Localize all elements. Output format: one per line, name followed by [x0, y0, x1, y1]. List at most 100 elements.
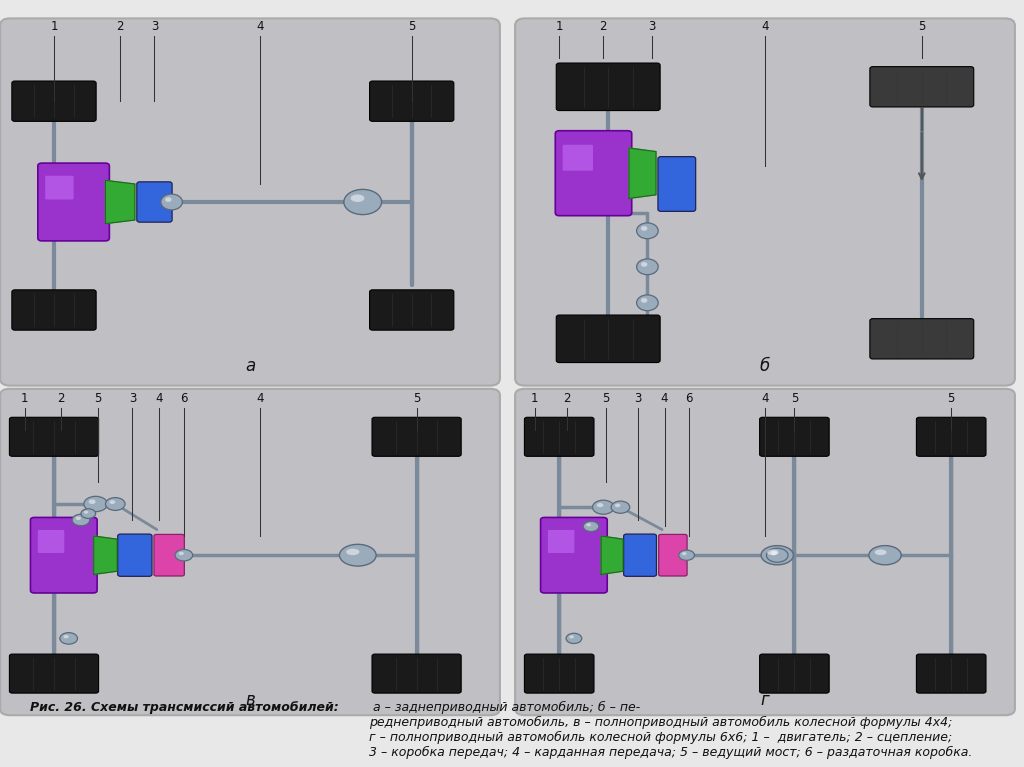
FancyBboxPatch shape [548, 530, 574, 553]
FancyBboxPatch shape [760, 417, 829, 456]
FancyBboxPatch shape [524, 654, 594, 693]
Text: 4: 4 [156, 392, 163, 405]
FancyBboxPatch shape [154, 535, 184, 576]
Text: 2: 2 [563, 392, 570, 405]
Circle shape [569, 635, 573, 638]
Circle shape [771, 551, 777, 555]
Circle shape [63, 635, 69, 638]
Text: 5: 5 [947, 392, 955, 405]
FancyBboxPatch shape [118, 534, 152, 576]
Ellipse shape [346, 548, 359, 555]
Text: 4: 4 [660, 392, 669, 405]
FancyBboxPatch shape [556, 63, 660, 110]
FancyBboxPatch shape [372, 654, 461, 693]
Text: г: г [761, 691, 769, 709]
Ellipse shape [344, 189, 382, 215]
Text: 4: 4 [761, 20, 769, 33]
Circle shape [566, 634, 582, 644]
Text: 5: 5 [413, 392, 420, 405]
FancyBboxPatch shape [0, 389, 500, 715]
FancyBboxPatch shape [38, 163, 110, 241]
Circle shape [637, 295, 658, 311]
Circle shape [89, 499, 95, 504]
Circle shape [110, 500, 116, 504]
Circle shape [641, 298, 647, 303]
Text: 5: 5 [919, 20, 926, 33]
Polygon shape [601, 536, 624, 574]
Text: в: в [245, 691, 255, 709]
FancyBboxPatch shape [515, 389, 1015, 715]
Polygon shape [105, 180, 135, 224]
Text: 4: 4 [256, 392, 263, 405]
Circle shape [637, 259, 658, 275]
FancyBboxPatch shape [0, 18, 500, 386]
Text: 4: 4 [761, 392, 769, 405]
Text: 3: 3 [129, 392, 136, 405]
Text: 5: 5 [791, 392, 798, 405]
Text: 1: 1 [531, 392, 539, 405]
Text: 1: 1 [50, 20, 57, 33]
Text: 3: 3 [634, 392, 641, 405]
Polygon shape [629, 148, 656, 199]
Circle shape [641, 262, 647, 267]
FancyBboxPatch shape [524, 417, 594, 456]
Ellipse shape [874, 549, 887, 555]
FancyBboxPatch shape [370, 81, 454, 121]
Circle shape [679, 550, 694, 561]
FancyBboxPatch shape [12, 290, 96, 330]
FancyBboxPatch shape [555, 130, 632, 216]
Circle shape [105, 498, 125, 510]
FancyBboxPatch shape [541, 518, 607, 593]
FancyBboxPatch shape [760, 654, 829, 693]
Text: 6: 6 [180, 392, 187, 405]
FancyBboxPatch shape [12, 81, 96, 121]
Text: 2: 2 [117, 20, 124, 33]
Circle shape [59, 633, 78, 644]
Text: 2: 2 [599, 20, 607, 33]
Circle shape [161, 194, 182, 210]
Text: Рис. 26. Схемы трансмиссий автомобилей:: Рис. 26. Схемы трансмиссий автомобилей: [31, 701, 339, 714]
FancyBboxPatch shape [916, 654, 986, 693]
Circle shape [584, 522, 599, 532]
FancyBboxPatch shape [372, 417, 461, 456]
Text: 1: 1 [555, 20, 563, 33]
FancyBboxPatch shape [658, 535, 687, 576]
Circle shape [593, 500, 614, 514]
Circle shape [767, 548, 788, 562]
FancyBboxPatch shape [515, 18, 1015, 386]
Text: 3: 3 [151, 20, 158, 33]
Text: 5: 5 [94, 392, 101, 405]
Text: б: б [760, 357, 770, 375]
FancyBboxPatch shape [556, 315, 660, 363]
Text: 5: 5 [602, 392, 609, 405]
Circle shape [587, 523, 591, 526]
FancyBboxPatch shape [38, 530, 65, 553]
Ellipse shape [869, 545, 901, 565]
Text: 5: 5 [408, 20, 416, 33]
FancyBboxPatch shape [31, 518, 97, 593]
Text: 1: 1 [20, 392, 29, 405]
Polygon shape [93, 536, 117, 574]
FancyBboxPatch shape [869, 67, 974, 107]
Circle shape [178, 551, 184, 555]
Circle shape [597, 503, 603, 507]
Circle shape [72, 514, 90, 525]
Circle shape [84, 496, 108, 512]
Text: 4: 4 [256, 20, 263, 33]
Ellipse shape [340, 545, 376, 566]
Ellipse shape [350, 195, 365, 202]
FancyBboxPatch shape [916, 417, 986, 456]
Circle shape [81, 509, 95, 518]
Circle shape [682, 552, 687, 555]
Ellipse shape [761, 545, 794, 565]
Text: а: а [245, 357, 255, 375]
FancyBboxPatch shape [370, 290, 454, 330]
Ellipse shape [767, 549, 778, 555]
FancyBboxPatch shape [137, 182, 172, 222]
Circle shape [611, 501, 630, 513]
Circle shape [84, 511, 88, 514]
FancyBboxPatch shape [45, 176, 74, 199]
Circle shape [175, 549, 193, 561]
Text: 2: 2 [57, 392, 66, 405]
FancyBboxPatch shape [624, 534, 656, 576]
